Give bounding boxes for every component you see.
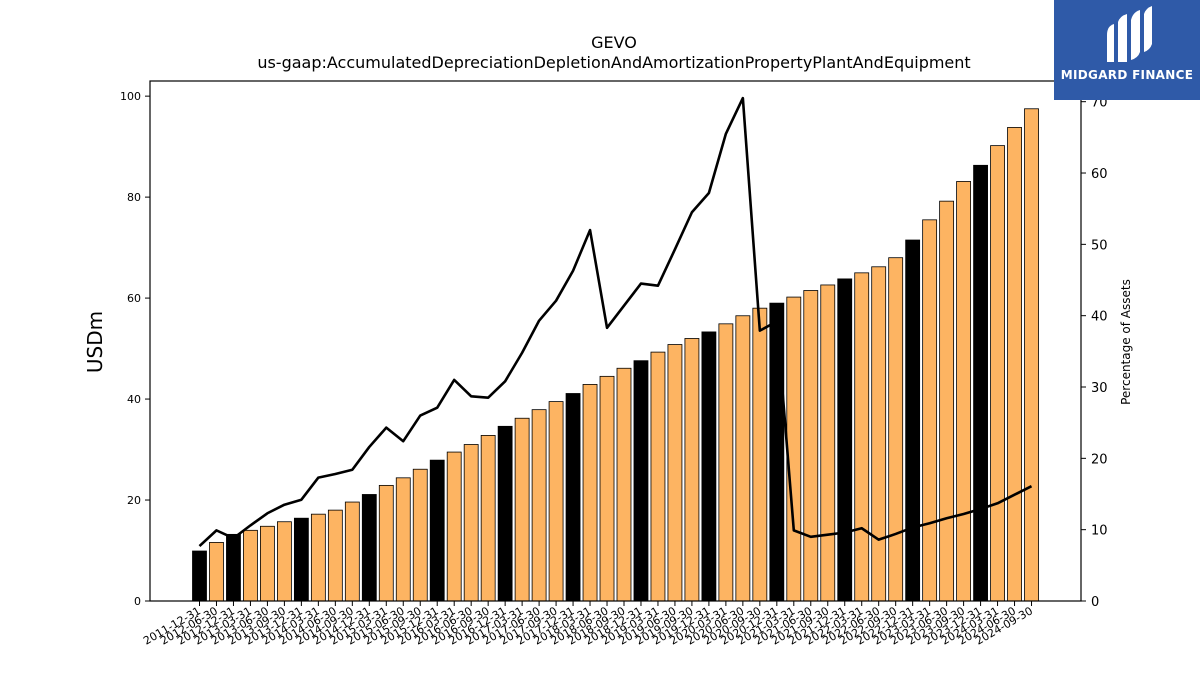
- y2-tick-label: 20: [1091, 452, 1108, 467]
- bar: [514, 417, 530, 602]
- bar: [871, 266, 887, 602]
- bar: [226, 533, 241, 602]
- bar: [616, 367, 632, 602]
- bar: [429, 459, 445, 602]
- chart-subtitle: us-gaap:AccumulatedDepreciationDepletion…: [257, 53, 970, 72]
- bar: [531, 409, 547, 602]
- y-tick-label: 40: [127, 393, 141, 406]
- bar: [260, 525, 275, 602]
- bar: [548, 401, 564, 602]
- y-tick-label: 60: [127, 292, 141, 305]
- bar: [735, 315, 751, 602]
- bar: [905, 239, 921, 602]
- brand-name: MIDGARD FINANCE: [1060, 68, 1194, 82]
- bar: [209, 542, 224, 602]
- bar: [786, 296, 802, 602]
- bar: [327, 509, 343, 602]
- y2-tick-label: 30: [1091, 381, 1108, 396]
- bar: [939, 200, 955, 602]
- bar: [667, 344, 683, 602]
- y-axis-label: USDm: [83, 311, 107, 373]
- bar: [888, 257, 904, 602]
- axes: 0204060801000102030405060702011-12-31201…: [120, 80, 1108, 648]
- y-tick-label: 20: [127, 494, 141, 507]
- y-tick-label: 100: [120, 90, 141, 103]
- midgard-logo-icon: [1107, 6, 1152, 62]
- y2-tick-label: 10: [1091, 524, 1108, 539]
- bar: [243, 529, 258, 602]
- y-tick-label: 0: [134, 595, 141, 608]
- bar: [361, 494, 377, 602]
- bar: [854, 272, 870, 602]
- bar: [1007, 127, 1022, 602]
- bar: [599, 375, 615, 602]
- chart-title: GEVO: [591, 33, 637, 52]
- bar: [803, 290, 819, 602]
- bar: [633, 360, 649, 602]
- bar: [276, 521, 292, 602]
- bar: [956, 181, 971, 602]
- bar: [837, 278, 853, 602]
- bar: [752, 307, 768, 602]
- y2-tick-label: 40: [1091, 310, 1108, 325]
- bar: [344, 501, 360, 602]
- bar: [497, 425, 513, 602]
- bar: [820, 284, 836, 602]
- bar: [378, 484, 394, 602]
- bar: [293, 517, 309, 602]
- y2-tick-label: 60: [1091, 167, 1108, 182]
- bar: [446, 451, 462, 602]
- y2-axis-label: Percentage of Assets: [1119, 279, 1133, 405]
- series-line: [198, 96, 1033, 548]
- bar: [684, 338, 700, 602]
- bar: [480, 435, 496, 602]
- bar: [973, 164, 988, 602]
- bar: [1024, 108, 1039, 602]
- line-series: [198, 96, 1033, 548]
- y-tick-label: 80: [127, 191, 141, 204]
- chart-titles: GEVO us-gaap:AccumulatedDepreciationDepl…: [257, 33, 970, 72]
- bar: [310, 513, 326, 602]
- bar: [192, 550, 207, 602]
- bar: [922, 219, 938, 602]
- bar: [990, 145, 1005, 602]
- bar: [650, 351, 666, 602]
- brand-logo: MIDGARD FINANCE: [1054, 0, 1200, 100]
- bar: [718, 323, 734, 602]
- bar: [565, 393, 581, 602]
- bar: [769, 302, 785, 602]
- bar: [412, 468, 428, 602]
- bar: [463, 444, 479, 602]
- y2-tick-label: 0: [1091, 595, 1099, 610]
- plot-frame: [149, 80, 1082, 602]
- bar: [582, 384, 598, 602]
- y2-tick-label: 50: [1091, 238, 1108, 253]
- bar: [395, 477, 411, 602]
- bar: [701, 331, 717, 602]
